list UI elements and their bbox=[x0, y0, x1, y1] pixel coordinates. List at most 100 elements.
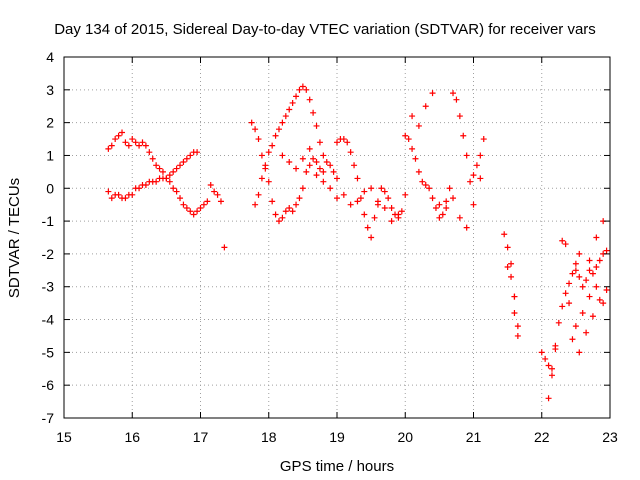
data-point bbox=[412, 155, 419, 162]
data-point bbox=[214, 191, 221, 198]
data-point bbox=[115, 191, 122, 198]
data-point bbox=[221, 244, 228, 251]
data-point bbox=[514, 323, 521, 330]
data-point bbox=[402, 132, 409, 139]
data-points bbox=[105, 83, 610, 402]
data-point bbox=[463, 224, 470, 231]
data-point bbox=[470, 201, 477, 208]
x-tick-label: 16 bbox=[124, 429, 140, 445]
data-point bbox=[252, 126, 259, 133]
data-point bbox=[583, 329, 590, 336]
data-point bbox=[603, 287, 610, 294]
y-tick-label: 2 bbox=[46, 115, 54, 131]
data-point bbox=[149, 155, 156, 162]
data-point bbox=[514, 332, 521, 339]
data-point bbox=[572, 260, 579, 267]
data-point bbox=[555, 319, 562, 326]
data-point bbox=[415, 168, 422, 175]
data-point bbox=[426, 185, 433, 192]
data-point bbox=[269, 198, 276, 205]
data-point bbox=[299, 155, 306, 162]
data-point bbox=[211, 188, 218, 195]
data-point bbox=[262, 162, 269, 169]
data-point bbox=[538, 349, 545, 356]
data-point bbox=[593, 264, 600, 271]
data-point bbox=[190, 211, 197, 218]
data-point bbox=[248, 119, 255, 126]
data-point bbox=[187, 152, 194, 159]
data-point bbox=[286, 204, 293, 211]
data-point bbox=[146, 149, 153, 156]
y-tick-label: -3 bbox=[42, 279, 55, 295]
data-point bbox=[603, 247, 610, 254]
data-point bbox=[456, 113, 463, 120]
y-tick-label: 3 bbox=[46, 82, 54, 98]
data-point bbox=[187, 208, 194, 215]
data-point bbox=[586, 257, 593, 264]
data-point bbox=[576, 273, 583, 280]
data-point bbox=[354, 175, 361, 182]
data-point bbox=[327, 162, 334, 169]
data-point bbox=[583, 277, 590, 284]
data-point bbox=[159, 168, 166, 175]
grid bbox=[64, 57, 610, 418]
data-point bbox=[132, 139, 139, 146]
data-point bbox=[207, 181, 214, 188]
data-point bbox=[105, 145, 112, 152]
data-point bbox=[142, 142, 149, 149]
data-point bbox=[600, 300, 607, 307]
data-point bbox=[562, 290, 569, 297]
data-point bbox=[508, 273, 515, 280]
data-point bbox=[299, 83, 306, 90]
data-point bbox=[409, 145, 416, 152]
data-point bbox=[545, 395, 552, 402]
data-point bbox=[422, 181, 429, 188]
data-point bbox=[170, 185, 177, 192]
data-point bbox=[354, 198, 361, 205]
data-point bbox=[572, 323, 579, 330]
data-point bbox=[432, 204, 439, 211]
data-point bbox=[112, 136, 119, 143]
data-point bbox=[593, 283, 600, 290]
data-point bbox=[269, 142, 276, 149]
x-tick-label: 19 bbox=[329, 429, 345, 445]
data-point bbox=[453, 96, 460, 103]
data-point bbox=[443, 198, 450, 205]
data-point bbox=[460, 132, 467, 139]
data-point bbox=[313, 122, 320, 129]
data-point bbox=[255, 136, 262, 143]
data-point bbox=[197, 204, 204, 211]
data-point bbox=[296, 195, 303, 202]
data-point bbox=[293, 93, 300, 100]
x-tick-label: 17 bbox=[193, 429, 209, 445]
data-point bbox=[279, 214, 286, 221]
data-point bbox=[351, 162, 358, 169]
data-point bbox=[501, 231, 508, 238]
data-point bbox=[429, 90, 436, 97]
data-point bbox=[463, 152, 470, 159]
data-point bbox=[153, 178, 160, 185]
data-point bbox=[194, 208, 201, 215]
y-tick-label: -6 bbox=[42, 377, 55, 393]
data-point bbox=[142, 181, 149, 188]
data-point bbox=[320, 178, 327, 185]
x-tick-label: 18 bbox=[261, 429, 277, 445]
x-tick-label: 15 bbox=[56, 429, 72, 445]
y-tick-label: -7 bbox=[42, 410, 55, 426]
data-point bbox=[402, 191, 409, 198]
data-point bbox=[443, 204, 450, 211]
data-point bbox=[296, 86, 303, 93]
data-point bbox=[368, 234, 375, 241]
data-point bbox=[303, 168, 310, 175]
data-point bbox=[323, 159, 330, 166]
data-point bbox=[136, 142, 143, 149]
data-point bbox=[467, 178, 474, 185]
data-point bbox=[293, 201, 300, 208]
data-point bbox=[579, 283, 586, 290]
data-point bbox=[361, 211, 368, 218]
data-point bbox=[477, 152, 484, 159]
data-point bbox=[480, 136, 487, 143]
data-point bbox=[252, 201, 259, 208]
x-axis-label: GPS time / hours bbox=[280, 458, 394, 475]
data-point bbox=[357, 195, 364, 202]
